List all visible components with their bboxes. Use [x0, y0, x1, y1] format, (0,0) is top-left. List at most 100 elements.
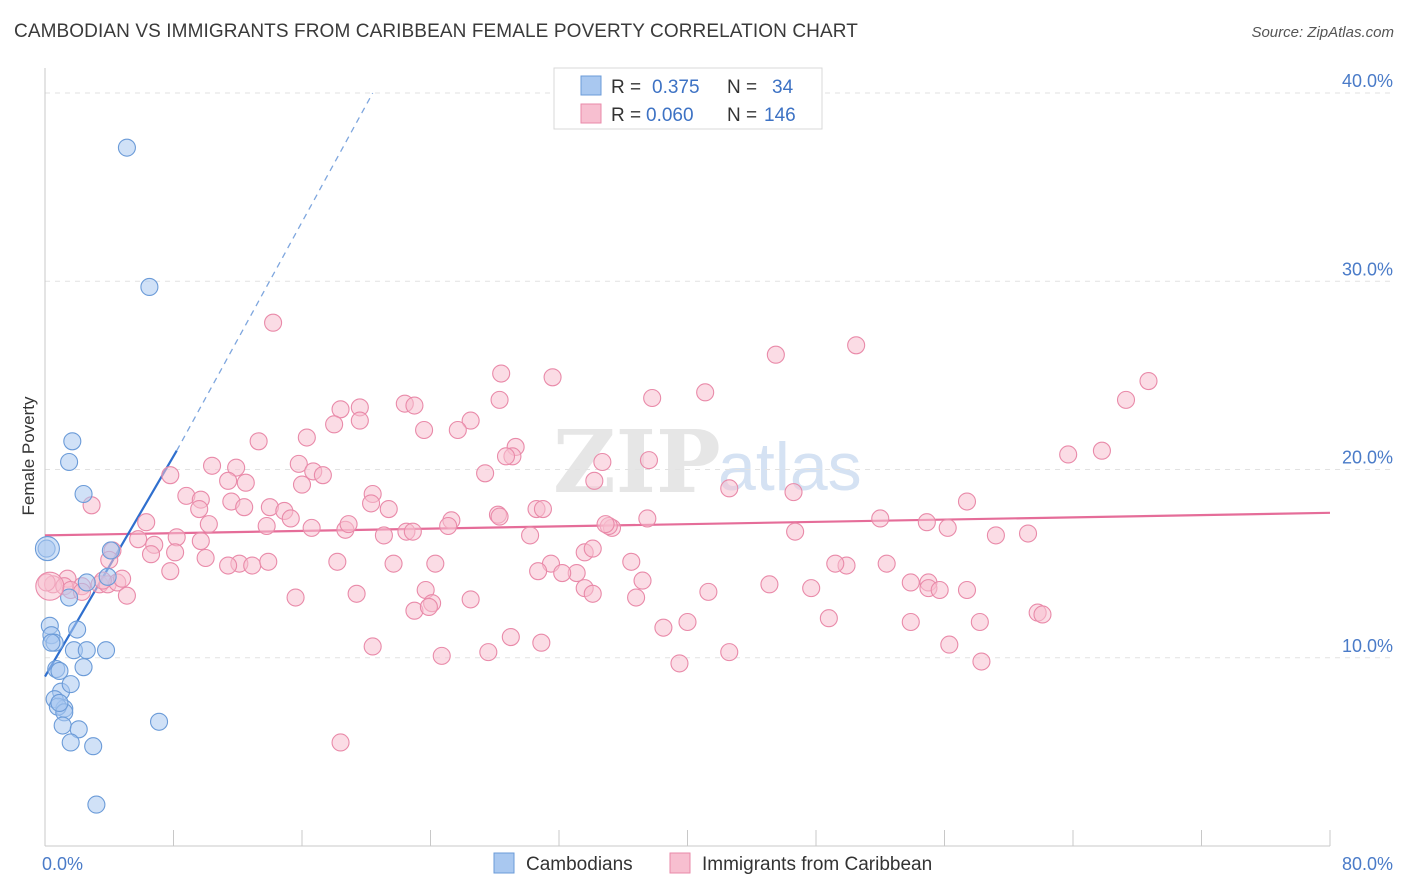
caribbean-point-135	[419, 597, 438, 616]
caribbean-point-77	[986, 526, 1005, 545]
caribbean-point-52	[533, 500, 552, 519]
x-tick-label-0: 0.0%	[42, 854, 83, 874]
caribbean-point-38	[313, 466, 332, 485]
legend-swatch-caribbean	[580, 103, 602, 124]
cambodian-point-16	[77, 641, 96, 660]
caribbean-point-78	[374, 526, 393, 545]
caribbean-point-81	[129, 530, 148, 549]
caribbean-point-76	[938, 518, 957, 537]
y-tick-label-3: 40.0%	[1342, 71, 1393, 91]
caribbean-point-6	[847, 336, 866, 355]
caribbean-point-27	[1092, 441, 1111, 460]
caribbean-point-4	[696, 383, 715, 402]
bottom-legend-label-caribbean: Immigrants from Caribbean	[702, 854, 932, 875]
caribbean-point-138	[678, 612, 697, 632]
caribbean-point-40	[784, 483, 803, 502]
caribbean-point-131	[901, 573, 920, 592]
cambodian-point-28	[69, 720, 88, 739]
caribbean-point-119	[117, 586, 136, 605]
cambodian-point-32	[87, 795, 106, 814]
tick-labels: 10.0% 20.0% 30.0% 40.0% 0.0% 80.0%	[42, 71, 1393, 874]
cambodian-point-22	[61, 675, 80, 694]
caribbean-point-106	[529, 562, 548, 581]
caribbean-point-99	[622, 552, 641, 571]
caribbean-point-136	[583, 584, 602, 603]
bottom-legend-swatch-caribbean	[669, 852, 691, 874]
cambodian-point-27	[53, 716, 72, 735]
legend-n-value-2: 146	[764, 105, 796, 126]
caribbean-point-58	[490, 507, 509, 526]
watermark-zip: ZIP	[553, 412, 721, 513]
caribbean-point-68	[403, 522, 422, 541]
caribbean-point-55	[281, 509, 300, 528]
cambodian-point-3	[60, 452, 79, 472]
caribbean-point-60	[871, 509, 890, 528]
caribbean-point-145	[363, 637, 382, 656]
caribbean-point-120	[286, 588, 305, 607]
x-tick-label-1: 80.0%	[1342, 854, 1393, 874]
caribbean-point-16	[350, 411, 369, 430]
caribbean-point-151	[479, 643, 498, 662]
caribbean-point-7	[1116, 390, 1136, 409]
caribbean-point-149	[972, 652, 991, 671]
y-axis-label: Female Poverty	[19, 396, 38, 516]
trend-line-cambodians-extension	[176, 92, 374, 452]
cambodian-point-9	[60, 588, 79, 607]
caribbean-point-73	[596, 515, 615, 534]
caribbean-point-153	[331, 733, 350, 752]
caribbean-point-33	[585, 471, 604, 490]
caribbean-point-34	[161, 466, 180, 485]
caribbean-point-128	[802, 579, 821, 598]
caribbean-point-121	[347, 584, 366, 603]
caribbean-point-53	[957, 492, 977, 511]
caribbean-point-102	[877, 554, 896, 573]
caribbean-point-85	[141, 545, 161, 564]
caribbean-point-36	[236, 473, 255, 492]
caribbean-point-147	[670, 654, 689, 673]
bottom-legend-label-cambodians: Cambodians	[526, 854, 633, 875]
cambodian-point-17	[96, 641, 116, 660]
bottom-legend: Cambodians Immigrants from Caribbean	[493, 852, 932, 875]
cambodian-point-4	[74, 484, 93, 504]
caribbean-point-28	[203, 456, 222, 475]
caribbean-point-18	[448, 420, 467, 440]
caribbean-point-5	[766, 345, 785, 364]
caribbean-point-61	[137, 513, 156, 532]
cambodian-point-20	[74, 658, 93, 677]
caribbean-point-37	[292, 475, 312, 494]
caribbean-point-93	[328, 552, 347, 571]
cambodian-point-8	[77, 573, 96, 592]
caribbean-point-132	[957, 580, 977, 600]
caribbean-point-101	[826, 554, 845, 573]
y-tick-label-2: 30.0%	[1342, 259, 1393, 279]
legend-n-label-1: N =	[727, 77, 757, 98]
y-tick-label-0: 10.0%	[1342, 636, 1393, 656]
caribbean-point-140	[819, 609, 838, 628]
caribbean-point-14	[490, 390, 509, 409]
caribbean-point-88	[196, 548, 215, 568]
caribbean-point-12	[405, 396, 424, 415]
legend-swatch-cambodians	[580, 75, 602, 96]
caribbean-point-69	[521, 526, 540, 545]
caribbean-point-139	[901, 612, 920, 632]
legend-r-value-2: 0.060	[646, 105, 694, 126]
caribbean-point-1	[492, 364, 511, 383]
caribbean-point-125	[627, 588, 646, 607]
caribbean-point-29	[227, 458, 246, 477]
cambodian-point-31	[84, 737, 103, 756]
caribbean-point-95	[426, 554, 445, 573]
caribbean-point-66	[339, 515, 358, 534]
caribbean-point-46	[235, 498, 254, 517]
caribbean-point-30	[289, 454, 308, 473]
caribbean-point-9	[331, 400, 350, 419]
caribbean-point-50	[379, 500, 398, 519]
cambodian-point-2	[63, 432, 82, 451]
legend-r-value-1: 0.375	[652, 77, 700, 98]
caribbean-point-0	[264, 313, 283, 332]
caribbean-point-2	[543, 368, 562, 387]
cambodian-point-1	[140, 277, 159, 296]
caribbean-point-23	[496, 447, 516, 466]
caribbean-point-107	[633, 571, 652, 590]
caribbean-point-91	[243, 556, 262, 575]
caribbean-point-35	[219, 471, 238, 490]
